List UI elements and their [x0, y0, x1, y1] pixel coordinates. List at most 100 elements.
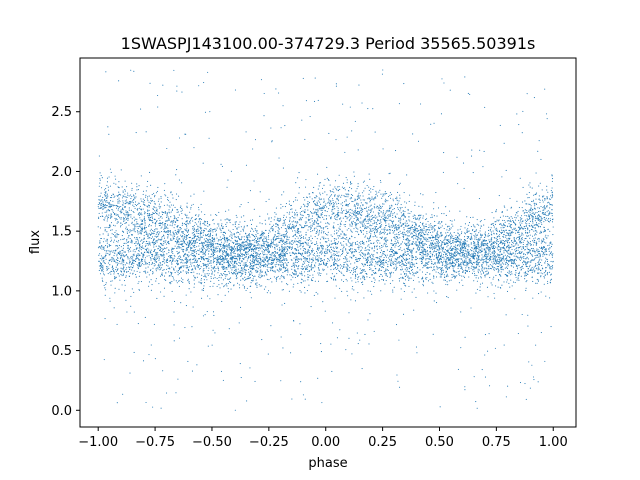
data-point [321, 209, 323, 211]
data-point [517, 249, 519, 251]
data-point [509, 219, 512, 221]
data-point [283, 219, 285, 221]
data-point [164, 279, 166, 281]
data-point [191, 232, 193, 234]
data-point [173, 69, 175, 71]
data-point [478, 257, 480, 259]
data-point [339, 255, 341, 257]
data-point [161, 254, 163, 256]
data-point [154, 241, 156, 243]
data-point [353, 171, 355, 173]
data-point [280, 380, 282, 382]
data-point [223, 272, 225, 275]
data-point [368, 253, 370, 255]
data-point [524, 209, 526, 211]
data-point [372, 269, 374, 272]
data-point [98, 265, 100, 267]
data-point [105, 245, 107, 247]
data-point [301, 217, 303, 219]
data-point [192, 203, 194, 205]
data-point [129, 261, 131, 264]
data-point [230, 262, 232, 264]
data-point [199, 233, 201, 235]
data-point [321, 230, 323, 232]
data-point [476, 260, 478, 262]
data-point [265, 286, 267, 288]
data-point [392, 253, 394, 255]
data-point [387, 196, 390, 198]
data-point [385, 220, 387, 222]
data-point [366, 257, 369, 259]
data-point [468, 250, 470, 252]
data-point [274, 264, 276, 266]
data-point [341, 252, 344, 255]
data-point [100, 237, 102, 240]
data-point [435, 292, 437, 294]
data-point [279, 267, 281, 269]
data-point [419, 252, 421, 254]
data-point [316, 203, 318, 205]
data-point [337, 241, 340, 243]
data-point [201, 229, 203, 231]
data-point [534, 250, 536, 252]
data-point [459, 243, 461, 245]
data-point [207, 71, 209, 73]
data-point [104, 230, 106, 232]
data-point [98, 269, 100, 272]
data-point [214, 230, 216, 232]
data-point [416, 271, 418, 273]
data-point [391, 225, 393, 227]
data-point [552, 260, 554, 263]
data-point [337, 212, 339, 214]
data-point [541, 213, 543, 215]
data-point [300, 273, 302, 275]
data-point [287, 225, 289, 227]
data-point [295, 182, 297, 184]
data-point [379, 242, 381, 244]
data-point [225, 261, 227, 264]
data-point [417, 238, 419, 240]
data-point [282, 234, 284, 236]
data-point [481, 267, 483, 269]
data-point [496, 242, 498, 244]
data-point [525, 272, 527, 274]
data-point [497, 267, 499, 270]
data-point [461, 279, 463, 281]
data-point [285, 246, 287, 248]
data-point [322, 245, 324, 247]
data-point [99, 227, 102, 229]
data-point [140, 232, 142, 234]
data-point [247, 201, 249, 204]
data-point [261, 247, 263, 249]
data-point [316, 229, 319, 231]
data-point [253, 268, 255, 270]
data-point [509, 234, 511, 236]
data-point [421, 206, 423, 208]
data-point [389, 225, 391, 227]
data-point [454, 241, 456, 243]
data-point [223, 247, 225, 249]
data-point [223, 286, 225, 288]
data-point [364, 263, 366, 265]
data-point [331, 259, 333, 261]
data-point [391, 261, 393, 263]
data-point [464, 272, 466, 274]
data-point [171, 261, 173, 263]
data-point [407, 275, 409, 277]
data-point [382, 261, 384, 264]
data-point [542, 255, 544, 257]
data-point [294, 233, 297, 235]
data-point [147, 235, 149, 238]
data-point [192, 228, 194, 230]
data-point [328, 202, 331, 205]
data-point [128, 241, 130, 243]
data-point [321, 236, 323, 238]
data-point [498, 263, 500, 265]
data-point [244, 257, 246, 259]
data-point [129, 238, 131, 240]
data-point [365, 254, 367, 256]
data-point [137, 213, 140, 215]
data-point [519, 381, 522, 384]
data-point [264, 249, 266, 251]
data-point [302, 203, 304, 205]
